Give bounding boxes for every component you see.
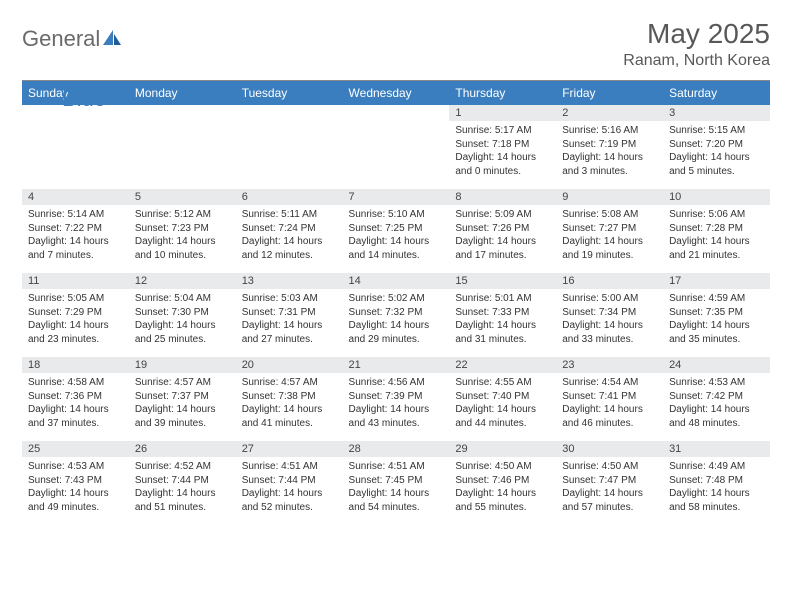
title-location: Ranam, North Korea [623, 52, 770, 70]
day-detail-cell: Sunrise: 5:01 AMSunset: 7:33 PMDaylight:… [449, 289, 556, 357]
day-number-cell: 21 [343, 357, 450, 373]
day-number-cell: 13 [236, 273, 343, 289]
weekday-header: Friday [556, 81, 663, 105]
day-number-row: 18192021222324 [22, 357, 770, 373]
day-detail-cell: Sunrise: 5:00 AMSunset: 7:34 PMDaylight:… [556, 289, 663, 357]
calendar-page: General May 2025 Ranam, North Korea Blue… [0, 0, 792, 535]
day-number-cell [343, 105, 450, 121]
day-detail-cell: Sunrise: 4:57 AMSunset: 7:38 PMDaylight:… [236, 373, 343, 441]
day-number-cell: 3 [663, 105, 770, 121]
day-detail-cell: Sunrise: 4:50 AMSunset: 7:46 PMDaylight:… [449, 457, 556, 525]
day-detail-row: Sunrise: 5:17 AMSunset: 7:18 PMDaylight:… [22, 121, 770, 189]
day-number-cell: 6 [236, 189, 343, 205]
day-detail-cell: Sunrise: 5:09 AMSunset: 7:26 PMDaylight:… [449, 205, 556, 273]
weekday-header: Saturday [663, 81, 770, 105]
day-detail-row: Sunrise: 4:53 AMSunset: 7:43 PMDaylight:… [22, 457, 770, 525]
day-detail-cell: Sunrise: 4:50 AMSunset: 7:47 PMDaylight:… [556, 457, 663, 525]
day-number-cell: 27 [236, 441, 343, 457]
day-number-row: 11121314151617 [22, 273, 770, 289]
day-detail-cell: Sunrise: 5:10 AMSunset: 7:25 PMDaylight:… [343, 205, 450, 273]
day-number-cell: 16 [556, 273, 663, 289]
day-detail-row: Sunrise: 5:05 AMSunset: 7:29 PMDaylight:… [22, 289, 770, 357]
day-detail-cell: Sunrise: 4:53 AMSunset: 7:43 PMDaylight:… [22, 457, 129, 525]
day-detail-cell: Sunrise: 4:51 AMSunset: 7:44 PMDaylight:… [236, 457, 343, 525]
page-header: General May 2025 Ranam, North Korea [22, 18, 770, 70]
day-detail-cell: Sunrise: 5:08 AMSunset: 7:27 PMDaylight:… [556, 205, 663, 273]
day-number-cell: 17 [663, 273, 770, 289]
weekday-header-row: Sunday Monday Tuesday Wednesday Thursday… [22, 81, 770, 105]
day-detail-cell: Sunrise: 5:15 AMSunset: 7:20 PMDaylight:… [663, 121, 770, 189]
day-detail-cell: Sunrise: 4:58 AMSunset: 7:36 PMDaylight:… [22, 373, 129, 441]
calendar-body: 123Sunrise: 5:17 AMSunset: 7:18 PMDaylig… [22, 105, 770, 525]
day-number-cell: 15 [449, 273, 556, 289]
day-detail-cell: Sunrise: 4:57 AMSunset: 7:37 PMDaylight:… [129, 373, 236, 441]
day-detail-cell: Sunrise: 4:52 AMSunset: 7:44 PMDaylight:… [129, 457, 236, 525]
day-detail-cell: Sunrise: 5:16 AMSunset: 7:19 PMDaylight:… [556, 121, 663, 189]
title-month: May 2025 [623, 18, 770, 50]
day-detail-row: Sunrise: 4:58 AMSunset: 7:36 PMDaylight:… [22, 373, 770, 441]
day-number-cell: 5 [129, 189, 236, 205]
day-number-cell: 30 [556, 441, 663, 457]
day-detail-cell [236, 121, 343, 189]
day-detail-cell: Sunrise: 5:05 AMSunset: 7:29 PMDaylight:… [22, 289, 129, 357]
day-number-cell: 20 [236, 357, 343, 373]
day-detail-cell: Sunrise: 4:56 AMSunset: 7:39 PMDaylight:… [343, 373, 450, 441]
day-number-cell: 12 [129, 273, 236, 289]
day-number-cell [236, 105, 343, 121]
day-detail-cell: Sunrise: 4:53 AMSunset: 7:42 PMDaylight:… [663, 373, 770, 441]
day-detail-cell: Sunrise: 5:03 AMSunset: 7:31 PMDaylight:… [236, 289, 343, 357]
day-number-cell: 26 [129, 441, 236, 457]
day-number-cell: 11 [22, 273, 129, 289]
day-number-cell: 19 [129, 357, 236, 373]
day-number-cell: 28 [343, 441, 450, 457]
day-number-cell: 22 [449, 357, 556, 373]
day-number-cell: 14 [343, 273, 450, 289]
logo-text-general: General [22, 26, 100, 52]
day-number-row: 123 [22, 105, 770, 121]
day-detail-cell: Sunrise: 5:02 AMSunset: 7:32 PMDaylight:… [343, 289, 450, 357]
day-number-row: 25262728293031 [22, 441, 770, 457]
day-detail-row: Sunrise: 5:14 AMSunset: 7:22 PMDaylight:… [22, 205, 770, 273]
day-number-row: 45678910 [22, 189, 770, 205]
day-detail-cell: Sunrise: 4:59 AMSunset: 7:35 PMDaylight:… [663, 289, 770, 357]
day-detail-cell: Sunrise: 4:55 AMSunset: 7:40 PMDaylight:… [449, 373, 556, 441]
weekday-header: Wednesday [343, 81, 450, 105]
logo: General [22, 18, 123, 52]
title-block: May 2025 Ranam, North Korea [623, 18, 770, 70]
calendar-table: Sunday Monday Tuesday Wednesday Thursday… [22, 81, 770, 525]
day-number-cell: 23 [556, 357, 663, 373]
day-number-cell: 8 [449, 189, 556, 205]
day-detail-cell: Sunrise: 4:51 AMSunset: 7:45 PMDaylight:… [343, 457, 450, 525]
day-number-cell: 31 [663, 441, 770, 457]
day-detail-cell: Sunrise: 4:49 AMSunset: 7:48 PMDaylight:… [663, 457, 770, 525]
day-number-cell: 25 [22, 441, 129, 457]
day-number-cell: 1 [449, 105, 556, 121]
day-number-cell: 24 [663, 357, 770, 373]
day-detail-cell: Sunrise: 5:06 AMSunset: 7:28 PMDaylight:… [663, 205, 770, 273]
day-detail-cell: Sunrise: 5:11 AMSunset: 7:24 PMDaylight:… [236, 205, 343, 273]
day-detail-cell [343, 121, 450, 189]
day-detail-cell: Sunrise: 5:17 AMSunset: 7:18 PMDaylight:… [449, 121, 556, 189]
day-detail-cell [22, 121, 129, 189]
weekday-header: Monday [129, 81, 236, 105]
day-detail-cell: Sunrise: 5:14 AMSunset: 7:22 PMDaylight:… [22, 205, 129, 273]
day-number-cell: 29 [449, 441, 556, 457]
day-number-cell: 18 [22, 357, 129, 373]
day-number-cell: 2 [556, 105, 663, 121]
logo-sail-icon [103, 30, 121, 51]
day-detail-cell: Sunrise: 5:04 AMSunset: 7:30 PMDaylight:… [129, 289, 236, 357]
logo-text-blue: Blue [62, 86, 106, 112]
day-number-cell [129, 105, 236, 121]
day-number-cell: 7 [343, 189, 450, 205]
day-detail-cell [129, 121, 236, 189]
weekday-header: Tuesday [236, 81, 343, 105]
day-number-cell: 4 [22, 189, 129, 205]
weekday-header: Thursday [449, 81, 556, 105]
day-number-cell: 9 [556, 189, 663, 205]
day-detail-cell: Sunrise: 5:12 AMSunset: 7:23 PMDaylight:… [129, 205, 236, 273]
day-detail-cell: Sunrise: 4:54 AMSunset: 7:41 PMDaylight:… [556, 373, 663, 441]
day-number-cell: 10 [663, 189, 770, 205]
